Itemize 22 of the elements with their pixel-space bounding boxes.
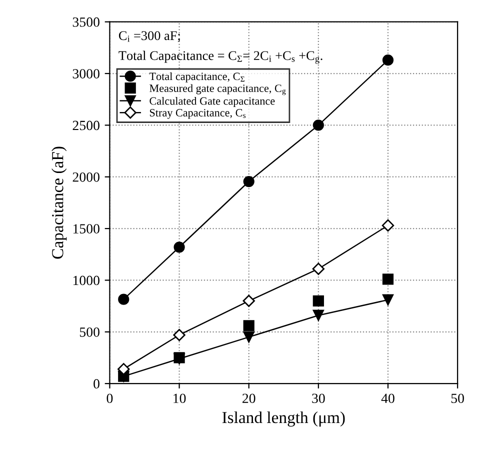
legend-label: Stray Capacitance, C$_{s}$ bbox=[150, 109, 246, 119]
x-tick-label: 50 bbox=[451, 394, 464, 404]
y-tick-label: 3000 bbox=[72, 69, 100, 78]
y-tick-label: 3500 bbox=[72, 17, 100, 27]
y-axis-title: Capacitance (aF) bbox=[52, 146, 67, 259]
text: Total Capacitance = C$_{Σ}$= 2C$_{i}$ +C$_{s}$ +C$_{g}$. bbox=[118, 50, 322, 64]
x-tick-label: 40 bbox=[381, 394, 394, 404]
y-tick-label: 2000 bbox=[72, 172, 100, 182]
x-axis-title: Island length (μm) bbox=[222, 411, 345, 427]
annotation: C$_{i}$ =300 aF; bbox=[118, 31, 180, 42]
legend-label: Calculated Gate capacitance bbox=[150, 96, 275, 108]
legend-label: Measured gate capacitance, C$_{g}$ bbox=[150, 84, 286, 96]
y-tick-label: 2500 bbox=[72, 120, 100, 130]
x-tick-label: 30 bbox=[312, 394, 325, 404]
y-tick-label: 500 bbox=[80, 327, 100, 337]
x-tick-label: 0 bbox=[106, 394, 113, 404]
legend-label: Total capacitance, C$_{Σ}$ bbox=[149, 72, 244, 82]
y-tick-label: 1000 bbox=[73, 276, 100, 286]
y-tick-label: 1500 bbox=[73, 224, 100, 234]
x-tick-label: 10 bbox=[174, 394, 186, 404]
y-tick-label: 0 bbox=[94, 379, 100, 389]
x-tick-label: 20 bbox=[242, 394, 256, 404]
